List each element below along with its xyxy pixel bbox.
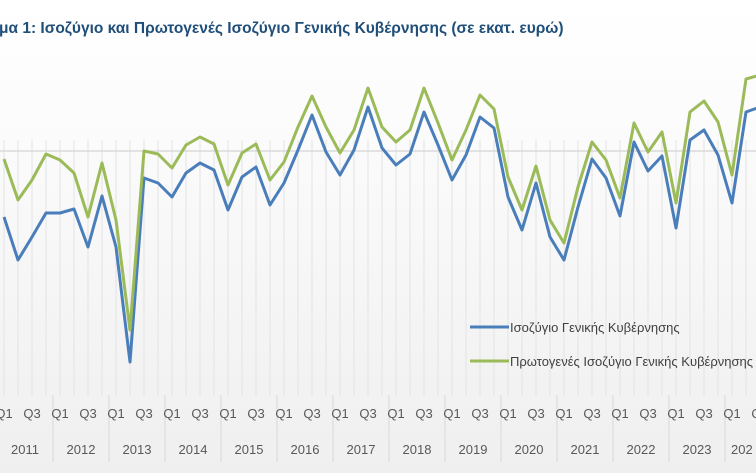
year-tick-label: 2012 (67, 442, 96, 457)
quarter-tick-label: Q3 (303, 406, 320, 421)
legend-label-primary-balance: Πρωτογενές Ισοζύγιο Γενικής Κυβέρνησης (510, 354, 753, 369)
quarter-tick-label: Q3 (583, 406, 600, 421)
quarter-tick-label: Q3 (79, 406, 96, 421)
year-tick-label: 2020 (515, 442, 544, 457)
quarter-tick-label: Q3 (191, 406, 208, 421)
quarter-tick-label: Q3 (415, 406, 432, 421)
year-tick-label: 2016 (291, 442, 320, 457)
quarter-tick-label: Q3 (23, 406, 40, 421)
year-tick-label: 2015 (235, 442, 264, 457)
quarter-tick-label: Q1 (219, 406, 236, 421)
year-tick-label: 2011 (11, 442, 39, 457)
quarter-tick-label: Q3 (471, 406, 488, 421)
quarter-tick-label: Q3 (527, 406, 544, 421)
year-tick-label: 2023 (683, 442, 712, 457)
quarter-tick-label: Q3 (135, 406, 152, 421)
chart-title: μα 1: Ισοζύγιο και Πρωτογενές Ισοζύγιο Γ… (0, 20, 564, 37)
quarter-tick-label: Q1 (555, 406, 572, 421)
year-tick-label: 2021 (571, 442, 600, 457)
quarter-tick-label: Q3 (639, 406, 656, 421)
quarter-tick-label: Q3 (695, 406, 712, 421)
quarter-tick-label: Q1 (275, 406, 292, 421)
year-tick-label: 2014 (179, 442, 208, 457)
quarter-tick-label: Q1 (163, 406, 180, 421)
quarter-tick-label: Q1 (0, 406, 13, 421)
legend: Ισοζύγιο Γενικής Κυβέρνησης Πρωτογενές Ι… (470, 320, 753, 369)
quarter-tick-label: Q1 (499, 406, 516, 421)
quarter-tick-label: Q1 (667, 406, 684, 421)
quarter-tick-label: Q1 (387, 406, 404, 421)
year-tick-label: 2017 (347, 442, 376, 457)
year-tick-label: 2013 (123, 442, 152, 457)
year-tick-label: 2022 (627, 442, 656, 457)
quarter-tick-label: Q1 (611, 406, 628, 421)
quarter-tick-label: Q3 (751, 406, 756, 421)
series-group (2, 74, 756, 364)
year-tick-label: 2019 (459, 442, 488, 457)
quarter-tick-label: Q1 (443, 406, 460, 421)
x-axis: Q1 Q3 2011 Q1 Q3 2012 Q1 Q3 2013 Q1 Q3 2014 Q1 Q3 2015… (0, 395, 756, 462)
year-tick-label: 2018 (403, 442, 432, 457)
quarter-tick-label: Q3 (247, 406, 264, 421)
quarter-tick-label: Q1 (723, 406, 740, 421)
quarter-tick-label: Q1 (107, 406, 124, 421)
quarter-tick-label: Q1 (51, 406, 68, 421)
quarter-tick-label: Q1 (331, 406, 348, 421)
quarter-tick-label: Q3 (359, 406, 376, 421)
year-tick-label: 202 (731, 442, 753, 457)
legend-label-balance: Ισοζύγιο Γενικής Κυβέρνησης (510, 320, 680, 335)
